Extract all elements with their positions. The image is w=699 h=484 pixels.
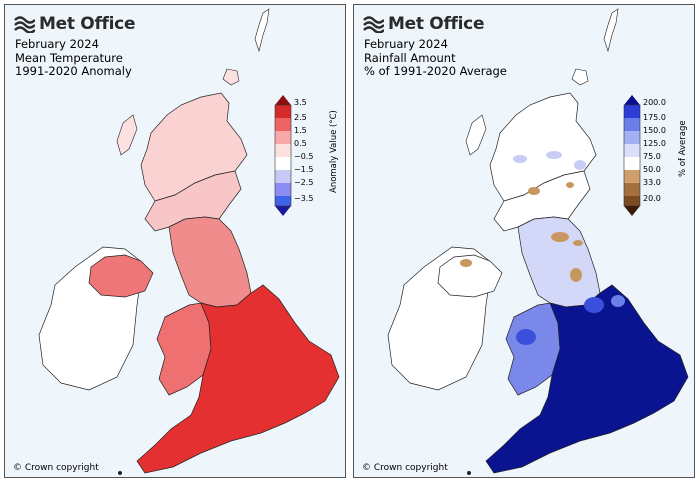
orkney bbox=[571, 68, 589, 86]
legend-swatch-1 bbox=[624, 118, 640, 131]
title-line-1: February 2024 bbox=[15, 37, 99, 51]
shetland bbox=[254, 8, 270, 53]
rainfall-map-panel: Met Office February 2024 Rainfall Amount… bbox=[353, 4, 695, 478]
logo-text: Met Office bbox=[39, 14, 136, 34]
region-northern-ireland bbox=[437, 254, 503, 298]
legend-swatch-6 bbox=[624, 183, 640, 196]
copyright-notice: © Crown copyright bbox=[362, 463, 448, 473]
map-title: February 2024 Mean Temperature 1991-2020… bbox=[15, 37, 132, 79]
legend-swatch-5 bbox=[624, 170, 640, 183]
rainfall-legend: 200.0 175.0 150.0 125.0 75.0 50.0 33.0 2… bbox=[622, 93, 692, 218]
legend-tick-2: 150.0 bbox=[643, 126, 666, 135]
title-line-3: 1991-2020 Anomaly bbox=[15, 64, 132, 78]
title-line-3: % of 1991-2020 Average bbox=[364, 64, 507, 78]
title-line-2: Mean Temperature bbox=[15, 50, 123, 65]
legend-swatch-7 bbox=[624, 196, 640, 206]
legend-tick-0: 3.5 bbox=[294, 98, 307, 107]
legend-tick-3: 0.5 bbox=[294, 139, 307, 148]
map-title: February 2024 Rainfall Amount % of 1991-… bbox=[364, 37, 507, 79]
title-line-2: Rainfall Amount bbox=[364, 50, 456, 65]
region-northern-england bbox=[517, 216, 601, 308]
orkney bbox=[222, 68, 240, 86]
legend-tick-5: −1.5 bbox=[294, 165, 314, 174]
legend-extend-bottom bbox=[275, 206, 291, 216]
region-scotland-south bbox=[144, 170, 242, 232]
legend-colorbar bbox=[623, 95, 641, 216]
legend-swatch-6 bbox=[275, 183, 291, 196]
legend-tick-7: 20.0 bbox=[643, 194, 661, 203]
temperature-map-panel: Met Office February 2024 Mean Temperatur… bbox=[4, 4, 346, 478]
copyright-notice: © Crown copyright bbox=[13, 463, 99, 473]
legend-tick-2: 1.5 bbox=[294, 126, 307, 135]
region-scotland-south bbox=[493, 170, 591, 232]
legend-swatch-2 bbox=[275, 131, 291, 144]
region-scotland-north bbox=[140, 92, 248, 202]
legend-swatch-0 bbox=[624, 105, 640, 118]
legend-tick-1: 175.0 bbox=[643, 113, 666, 122]
legend-swatch-3 bbox=[275, 144, 291, 157]
legend-swatch-4 bbox=[275, 157, 291, 170]
legend-extend-top bbox=[624, 95, 640, 105]
legend-title: % of Average bbox=[678, 120, 688, 177]
region-northern-ireland bbox=[88, 254, 154, 298]
logo-text: Met Office bbox=[388, 14, 485, 34]
outer-hebrides bbox=[116, 114, 138, 156]
region-scotland-north bbox=[489, 92, 597, 202]
legend-swatch-5 bbox=[275, 170, 291, 183]
rainfall-map bbox=[387, 8, 689, 475]
legend-tick-5: 50.0 bbox=[643, 165, 661, 174]
legend-swatch-1 bbox=[275, 118, 291, 131]
temperature-map bbox=[38, 8, 340, 475]
region-wales bbox=[505, 302, 561, 396]
legend-tick-3: 125.0 bbox=[643, 139, 666, 148]
met-office-logo: Met Office bbox=[362, 13, 484, 35]
legend-extend-top bbox=[275, 95, 291, 105]
met-office-waves-icon bbox=[14, 16, 35, 33]
legend-title: Anomaly Value (°C) bbox=[329, 110, 339, 193]
region-northern-england bbox=[168, 216, 252, 308]
legend-swatch-4 bbox=[624, 157, 640, 170]
legend-swatch-7 bbox=[275, 196, 291, 206]
met-office-waves-icon bbox=[363, 16, 384, 33]
legend-swatch-3 bbox=[624, 144, 640, 157]
legend-tick-6: −2.5 bbox=[294, 178, 314, 187]
region-wales bbox=[156, 302, 212, 396]
legend-tick-4: −0.5 bbox=[294, 152, 314, 161]
legend-tick-1: 2.5 bbox=[294, 113, 307, 122]
title-line-1: February 2024 bbox=[364, 37, 448, 51]
outer-hebrides bbox=[465, 114, 487, 156]
region-central-southern-england bbox=[136, 284, 340, 474]
legend-swatch-2 bbox=[624, 131, 640, 144]
temperature-legend: 3.5 2.5 1.5 0.5 −0.5 −1.5 −2.5 −3.5 Anom… bbox=[273, 93, 343, 218]
legend-swatch-0 bbox=[275, 105, 291, 118]
shetland bbox=[603, 8, 619, 53]
legend-extend-bottom bbox=[624, 206, 640, 216]
region-central-southern-england bbox=[485, 284, 689, 474]
met-office-logo: Met Office bbox=[13, 13, 135, 35]
legend-tick-7: −3.5 bbox=[294, 194, 314, 203]
legend-tick-4: 75.0 bbox=[643, 152, 661, 161]
legend-colorbar bbox=[274, 95, 292, 216]
legend-tick-6: 33.0 bbox=[643, 178, 661, 187]
legend-tick-0: 200.0 bbox=[643, 98, 666, 107]
